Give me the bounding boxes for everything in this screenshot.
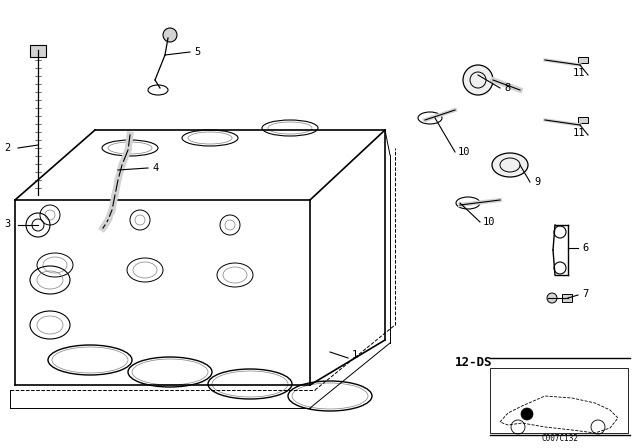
Circle shape xyxy=(163,28,177,42)
Bar xyxy=(490,368,628,433)
Bar xyxy=(562,294,572,302)
Bar xyxy=(30,45,46,57)
Text: 11: 11 xyxy=(573,128,586,138)
Circle shape xyxy=(521,408,533,420)
Text: 4: 4 xyxy=(152,163,158,173)
Bar xyxy=(578,57,588,63)
Text: 6: 6 xyxy=(582,243,588,253)
Text: 3: 3 xyxy=(4,219,10,229)
Text: 10: 10 xyxy=(483,217,495,227)
Text: 12-DS: 12-DS xyxy=(455,356,493,369)
Text: 10: 10 xyxy=(458,147,470,157)
Bar xyxy=(578,117,588,123)
Text: 5: 5 xyxy=(194,47,200,57)
Text: 8: 8 xyxy=(504,83,510,93)
Text: 2: 2 xyxy=(4,143,10,153)
Text: C007C132: C007C132 xyxy=(541,434,579,443)
Text: 11: 11 xyxy=(573,68,586,78)
Ellipse shape xyxy=(492,153,528,177)
Circle shape xyxy=(463,65,493,95)
Text: 9: 9 xyxy=(534,177,540,187)
Text: 1: 1 xyxy=(352,350,358,360)
Text: 7: 7 xyxy=(582,289,588,299)
Circle shape xyxy=(547,293,557,303)
